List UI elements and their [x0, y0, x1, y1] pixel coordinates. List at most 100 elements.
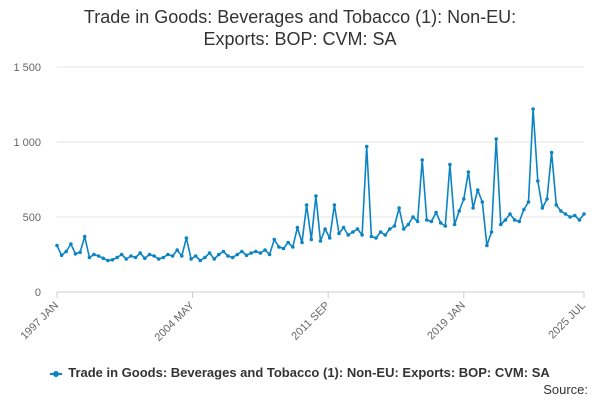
data-point[interactable] — [369, 234, 374, 239]
data-point[interactable] — [230, 255, 235, 260]
data-point[interactable] — [147, 252, 152, 257]
data-point[interactable] — [314, 194, 318, 198]
data-point[interactable] — [161, 255, 166, 260]
data-point[interactable] — [397, 206, 401, 210]
data-point[interactable] — [189, 257, 193, 261]
data-point[interactable] — [258, 251, 263, 255]
data-point[interactable] — [462, 197, 466, 201]
data-point[interactable] — [249, 251, 253, 255]
data-point[interactable] — [401, 227, 406, 231]
data-point[interactable] — [337, 231, 341, 236]
data-point[interactable] — [512, 218, 517, 222]
data-point[interactable] — [327, 236, 332, 240]
data-point[interactable] — [129, 254, 133, 258]
data-point[interactable] — [244, 253, 249, 258]
data-point[interactable] — [309, 237, 314, 242]
data-point[interactable] — [415, 219, 420, 224]
data-point[interactable] — [383, 233, 388, 237]
data-point[interactable] — [388, 227, 392, 231]
data-point[interactable] — [351, 230, 355, 234]
data-point[interactable] — [508, 212, 512, 216]
data-point[interactable] — [212, 257, 216, 261]
data-point[interactable] — [184, 236, 189, 240]
data-point[interactable] — [577, 218, 582, 222]
data-point[interactable] — [124, 257, 129, 261]
data-point[interactable] — [235, 252, 240, 257]
data-point[interactable] — [545, 197, 549, 201]
data-point[interactable] — [485, 243, 489, 248]
data-point[interactable] — [152, 254, 156, 258]
data-point[interactable] — [559, 209, 563, 213]
data-point[interactable] — [582, 212, 586, 216]
data-point[interactable] — [254, 249, 258, 254]
data-point[interactable] — [392, 224, 397, 228]
data-point[interactable] — [166, 252, 170, 257]
data-point[interactable] — [536, 179, 540, 183]
data-point[interactable] — [364, 144, 369, 149]
data-point[interactable] — [494, 137, 499, 141]
data-point[interactable] — [360, 233, 364, 237]
data-point[interactable] — [411, 215, 415, 219]
data-point[interactable] — [207, 251, 212, 255]
data-point[interactable] — [332, 203, 337, 207]
data-point[interactable] — [69, 242, 73, 246]
data-point[interactable] — [138, 251, 142, 255]
data-point[interactable] — [438, 221, 443, 225]
data-point[interactable] — [101, 256, 105, 261]
data-point[interactable] — [110, 258, 115, 262]
data-point[interactable] — [156, 257, 161, 261]
data-point[interactable] — [355, 227, 360, 231]
data-point[interactable] — [281, 246, 286, 251]
data-point[interactable] — [434, 210, 438, 215]
data-point[interactable] — [499, 222, 503, 227]
data-point[interactable] — [475, 188, 480, 192]
data-point[interactable] — [554, 203, 559, 207]
data-point[interactable] — [143, 256, 147, 261]
data-point[interactable] — [341, 225, 346, 230]
data-point[interactable] — [471, 206, 475, 210]
data-point[interactable] — [263, 248, 267, 252]
data-point[interactable] — [304, 203, 309, 207]
data-point[interactable] — [55, 243, 59, 248]
data-point[interactable] — [517, 219, 522, 224]
data-point[interactable] — [318, 239, 323, 243]
data-point[interactable] — [531, 107, 535, 111]
data-point[interactable] — [573, 213, 577, 218]
data-point[interactable] — [295, 225, 300, 230]
data-point[interactable] — [226, 254, 230, 258]
data-point[interactable] — [420, 158, 425, 162]
data-point[interactable] — [267, 252, 272, 257]
data-point[interactable] — [272, 237, 277, 242]
data-point[interactable] — [540, 206, 545, 210]
data-point[interactable] — [448, 162, 452, 167]
legend[interactable]: Trade in Goods: Beverages and Tobacco (1… — [0, 365, 600, 380]
data-point[interactable] — [346, 233, 351, 237]
data-point[interactable] — [429, 219, 434, 224]
data-point[interactable] — [175, 248, 179, 252]
data-point[interactable] — [96, 254, 101, 258]
data-point[interactable] — [59, 253, 64, 258]
data-point[interactable] — [106, 258, 110, 263]
data-point[interactable] — [78, 250, 82, 255]
data-point[interactable] — [170, 254, 175, 258]
data-point[interactable] — [203, 255, 207, 260]
data-point[interactable] — [240, 249, 244, 254]
data-point[interactable] — [217, 252, 221, 257]
data-point[interactable] — [119, 252, 124, 257]
data-point[interactable] — [92, 252, 96, 257]
data-point[interactable] — [193, 254, 198, 258]
data-point[interactable] — [87, 255, 92, 260]
data-point[interactable] — [549, 150, 554, 155]
data-point[interactable] — [443, 224, 448, 228]
data-point[interactable] — [133, 255, 138, 260]
data-point[interactable] — [198, 258, 203, 263]
data-point[interactable] — [286, 240, 290, 245]
data-point[interactable] — [82, 234, 87, 239]
data-point[interactable] — [406, 222, 411, 227]
data-point[interactable] — [374, 236, 378, 240]
data-point[interactable] — [457, 209, 462, 213]
data-point[interactable] — [180, 254, 184, 258]
data-point[interactable] — [115, 255, 119, 260]
data-point[interactable] — [221, 249, 226, 254]
data-point[interactable] — [291, 245, 295, 249]
